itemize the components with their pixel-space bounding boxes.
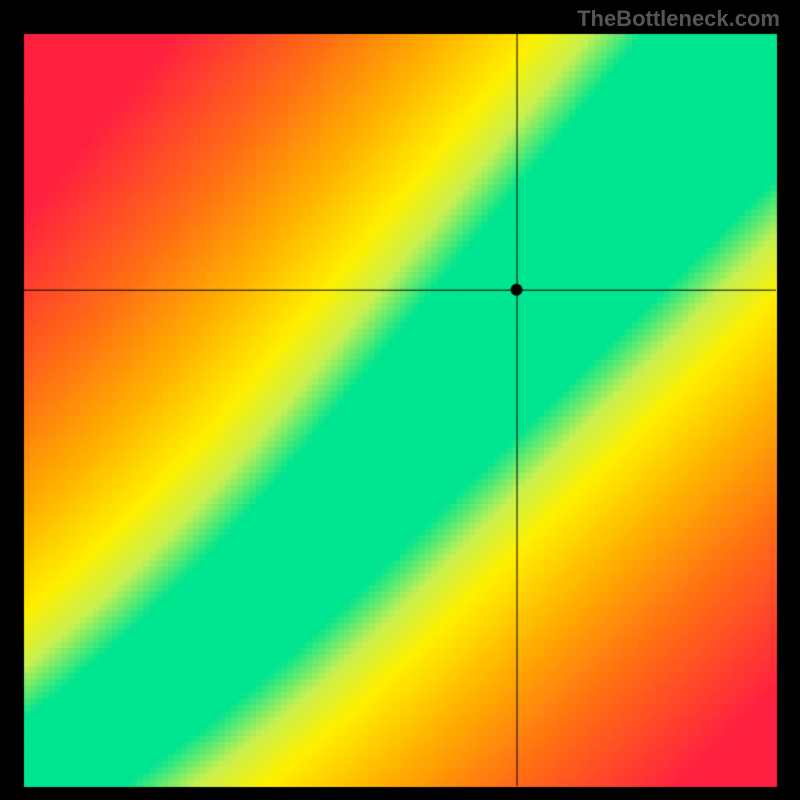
chart-container: TheBottleneck.com: [0, 0, 800, 800]
watermark-text: TheBottleneck.com: [577, 6, 780, 32]
heatmap-canvas: [0, 0, 800, 800]
